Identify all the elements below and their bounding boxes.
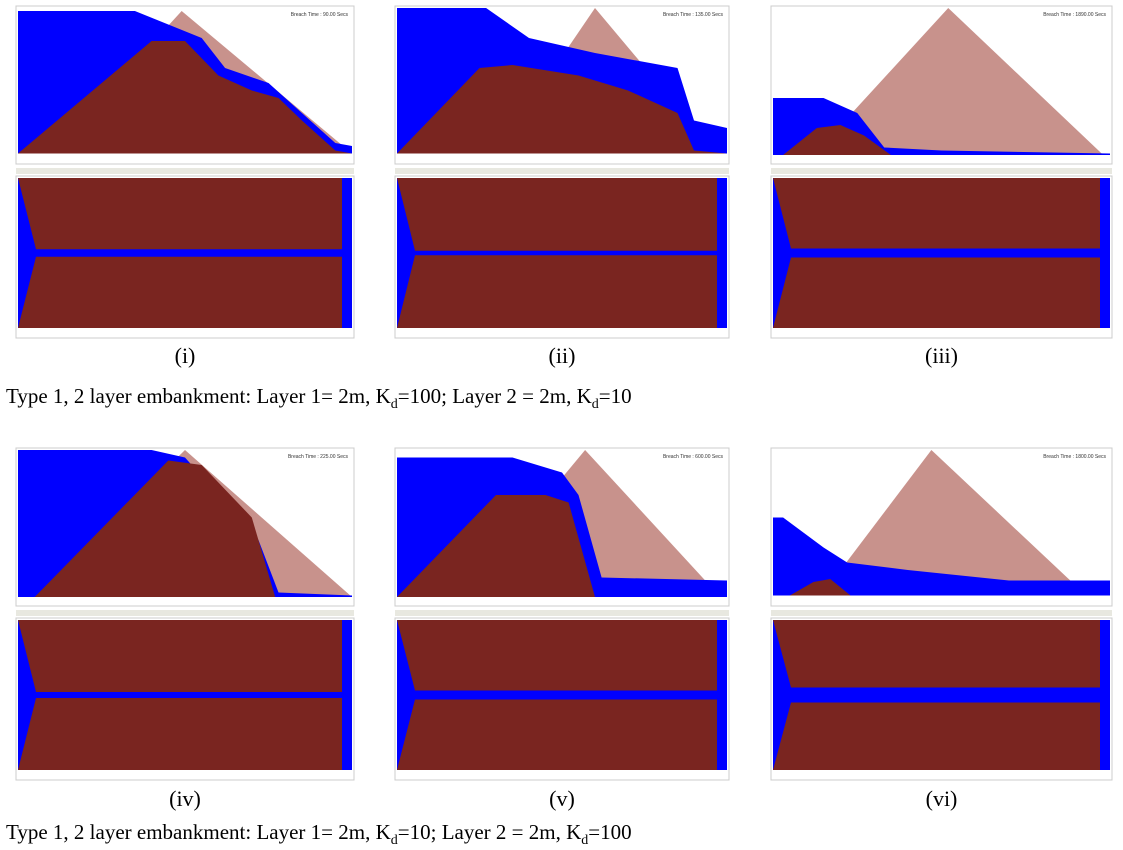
simulation-panel: Breach Time : 1800.00 Secs <box>771 448 1112 780</box>
caption-text: =100 <box>588 820 631 844</box>
separator <box>395 168 729 174</box>
caption-text: Type 1, 2 layer embankment: Layer 1= 2m,… <box>6 820 391 844</box>
breach-time: Breach Time : 1800.00 Secs <box>1043 454 1106 460</box>
caption-text: =10 <box>599 384 632 408</box>
breach-time: Breach Time : 1890.00 Secs <box>1043 12 1106 18</box>
plan-water-outflow <box>717 178 727 328</box>
panel-label: (iv) <box>169 786 201 812</box>
separator <box>771 610 1112 616</box>
simulation-panel: Breach Time : 1890.00 Secs <box>771 6 1112 338</box>
figure-page: Breach Time : 90.00 Secs Breach Time : 13… <box>0 0 1123 850</box>
plan-water-outflow <box>342 178 352 328</box>
separator <box>16 168 354 174</box>
panel-label: (i) <box>175 343 196 369</box>
plan-water-outflow <box>1100 620 1110 770</box>
simulation-panel: Breach Time : 600.00 Secs <box>395 448 729 780</box>
breach-time: Breach Time : 135.00 Secs <box>663 12 724 18</box>
subscript: d <box>391 397 398 412</box>
panel-label: (iii) <box>925 343 958 369</box>
subscript: d <box>391 833 398 848</box>
breach-time: Breach Time : 90.00 Secs <box>291 12 349 18</box>
subscript: d <box>592 397 599 412</box>
caption-text: =100; Layer 2 = 2m, K <box>398 384 592 408</box>
separator <box>16 610 354 616</box>
plan-water-outflow <box>717 620 727 770</box>
figure-caption: Type 1, 2 layer embankment: Layer 1= 2m,… <box>6 384 632 413</box>
panel-label: (vi) <box>926 786 958 812</box>
figure: Breach Time : 90.00 Secs Breach Time : 13… <box>0 0 1123 850</box>
figure-caption: Type 1, 2 layer embankment: Layer 1= 2m,… <box>6 820 632 849</box>
panel-label: (v) <box>549 786 575 812</box>
separator <box>395 610 729 616</box>
caption-text: Type 1, 2 layer embankment: Layer 1= 2m,… <box>6 384 391 408</box>
breach-time: Breach Time : 225.00 Secs <box>288 454 349 460</box>
breach-time: Breach Time : 600.00 Secs <box>663 454 724 460</box>
caption-text: =10; Layer 2 = 2m, K <box>398 820 581 844</box>
plan-water-outflow <box>1100 178 1110 328</box>
separator <box>771 168 1112 174</box>
simulation-panel: Breach Time : 135.00 Secs <box>395 6 729 338</box>
simulation-panel: Breach Time : 90.00 Secs <box>16 6 354 338</box>
simulation-panel: Breach Time : 225.00 Secs <box>16 448 354 780</box>
panel-label: (ii) <box>549 343 576 369</box>
plan-water-outflow <box>342 620 352 770</box>
